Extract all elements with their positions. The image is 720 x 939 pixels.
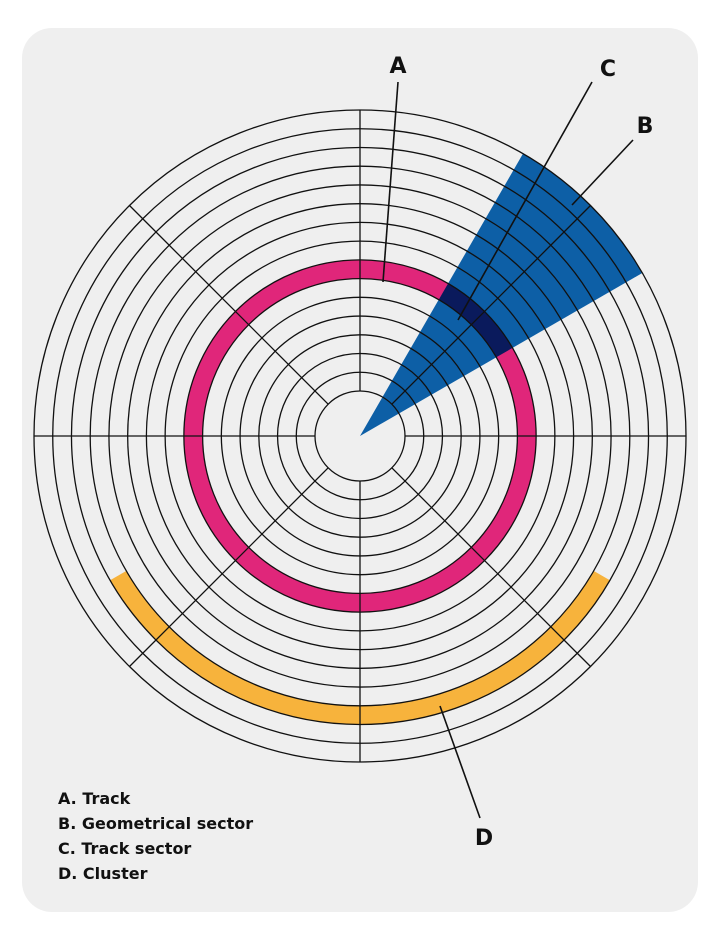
callout-label-b: B	[637, 114, 654, 139]
leader-line-c	[457, 81, 593, 321]
sector-spoke	[391, 205, 591, 405]
leader-line-d	[439, 705, 481, 819]
callout-label-a: A	[389, 54, 406, 79]
leader-line-a	[382, 81, 399, 283]
legend: A. Track B. Geometrical sector C. Track …	[58, 786, 253, 886]
callout-leaders	[382, 81, 634, 819]
callout-label-c: C	[600, 57, 616, 82]
legend-item-cluster: D. Cluster	[58, 864, 148, 883]
sector-spoke	[129, 205, 329, 405]
legend-item-geometrical-sector: B. Geometrical sector	[58, 814, 254, 833]
sector-spoke	[391, 467, 591, 667]
legend-item-track-sector: C. Track sector	[58, 839, 192, 858]
cluster-region	[110, 570, 610, 725]
legend-item-track: A. Track	[58, 789, 131, 808]
sector-lines	[34, 110, 686, 762]
sector-spoke	[129, 467, 329, 667]
callout-label-d: D	[475, 826, 493, 851]
leader-line-b	[571, 139, 634, 206]
